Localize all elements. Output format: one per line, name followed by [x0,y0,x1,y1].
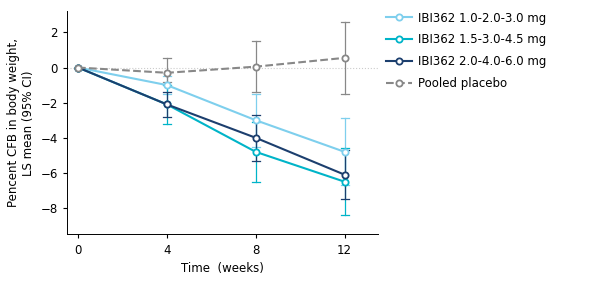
IBI362 2.0-4.0-6.0 mg [341,173,348,177]
IBI362 1.0-2.0-3.0 mg [341,150,348,154]
Line: IBI362 2.0-4.0-6.0 mg: IBI362 2.0-4.0-6.0 mg [75,64,348,178]
IBI362 2.0-4.0-6.0 mg [252,136,259,140]
Pooled placebo [252,65,259,68]
IBI362 1.5-3.0-4.5 mg [74,66,82,69]
Pooled placebo [163,71,170,74]
Line: IBI362 1.5-3.0-4.5 mg: IBI362 1.5-3.0-4.5 mg [75,64,348,185]
Line: Pooled placebo: Pooled placebo [75,55,348,76]
IBI362 1.0-2.0-3.0 mg [252,118,259,122]
Pooled placebo [341,56,348,60]
Y-axis label: Pencent CFB in body weight,
LS mean (95% CI): Pencent CFB in body weight, LS mean (95%… [7,38,35,207]
IBI362 1.5-3.0-4.5 mg [341,180,348,184]
IBI362 1.5-3.0-4.5 mg [163,103,170,106]
X-axis label: Time  (weeks): Time (weeks) [181,262,264,275]
IBI362 1.0-2.0-3.0 mg [74,66,82,69]
IBI362 2.0-4.0-6.0 mg [163,103,170,106]
Pooled placebo [74,66,82,69]
Line: IBI362 1.0-2.0-3.0 mg: IBI362 1.0-2.0-3.0 mg [75,64,348,155]
IBI362 1.0-2.0-3.0 mg [163,83,170,87]
IBI362 1.5-3.0-4.5 mg [252,150,259,154]
Legend: IBI362 1.0-2.0-3.0 mg, IBI362 1.5-3.0-4.5 mg, IBI362 2.0-4.0-6.0 mg, Pooled plac: IBI362 1.0-2.0-3.0 mg, IBI362 1.5-3.0-4.… [381,7,551,95]
IBI362 2.0-4.0-6.0 mg [74,66,82,69]
